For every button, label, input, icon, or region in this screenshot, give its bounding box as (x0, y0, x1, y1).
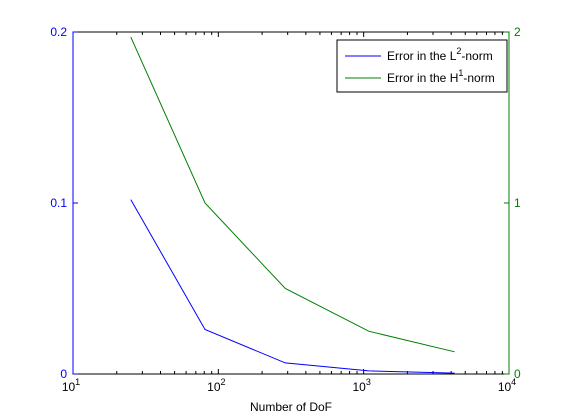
right-y-tick-label: 0 (514, 367, 521, 381)
x-tick-label: 101 (62, 377, 80, 394)
x-axis-label: Number of DoF (250, 400, 332, 414)
x-tick-label-exp: 1 (75, 377, 80, 387)
x-tick-label: 104 (498, 377, 516, 394)
x-tick-label: 103 (352, 377, 370, 394)
x-tick-label-exp: 3 (366, 377, 371, 387)
axis-ticks (72, 31, 510, 375)
series-line-1 (130, 199, 455, 374)
legend: Error in the L2-norm Error in the H1-norm (336, 39, 508, 93)
x-tick-label-base: 10 (207, 380, 221, 394)
left-y-tick-label: 0.1 (50, 196, 67, 210)
legend-entry: Error in the H1-norm (387, 68, 495, 85)
right-y-tick-label: 2 (514, 25, 521, 39)
x-tick-label-base: 10 (498, 380, 512, 394)
left-y-tick-label: 0.2 (50, 25, 67, 39)
x-tick-label-base: 10 (62, 380, 76, 394)
legend-entry: Error in the L2-norm (387, 46, 493, 63)
series-line-2 (130, 36, 455, 353)
x-tick-label-exp: 4 (511, 377, 516, 387)
left-y-tick-label: 0 (60, 367, 67, 381)
legend-box (336, 39, 508, 93)
series-layer (130, 36, 455, 374)
x-tick-label-exp: 2 (221, 377, 226, 387)
x-tick-label-base: 10 (352, 380, 366, 394)
x-tick-label: 102 (207, 377, 225, 394)
right-y-tick-label: 1 (514, 196, 521, 210)
